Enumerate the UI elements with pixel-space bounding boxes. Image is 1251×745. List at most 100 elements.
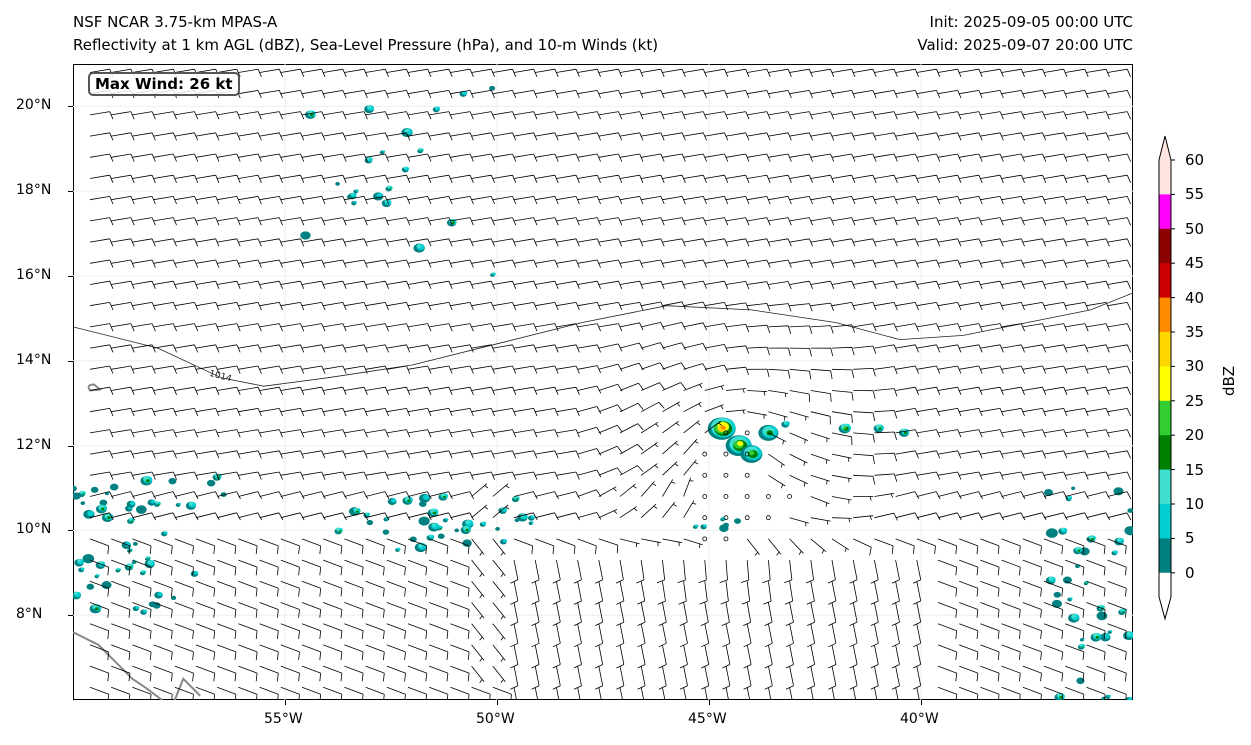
wind-barb [598,383,623,392]
wind-barb [853,111,877,120]
wind-barb [662,132,686,141]
calm-wind-circle [723,494,729,499]
wind-barb [1043,644,1064,661]
wind-barb [577,259,601,268]
wind-barb [195,602,216,618]
wind-barb [637,602,646,626]
wind-barb [747,196,771,205]
reflectivity-echo [107,516,111,520]
wind-barb [598,486,617,497]
wind-barb [662,280,686,289]
reflectivity-echo [80,501,86,505]
wind-barb [429,238,453,247]
wind-barb [874,452,898,462]
wind-barb [280,153,305,162]
wind-barb [513,408,538,417]
reflectivity-echo [157,503,160,506]
lat-tick-label: 8°N [16,606,43,623]
wind-barb [174,538,194,555]
wind-barb [722,644,731,669]
wind-barb [1086,665,1106,682]
lat-tick-label: 10°N [16,521,52,538]
reflectivity-echo [1044,488,1054,497]
wind-barb [344,153,368,162]
wind-barb [450,450,474,459]
wind-barb [916,386,941,395]
wind-barb [937,491,962,500]
wind-barb [492,90,517,99]
wind-barb [1107,302,1131,311]
wind-barb [1107,602,1127,618]
wind-barb [407,238,432,247]
wind-barb [619,362,644,371]
wind-barb [853,280,877,289]
wind-barb [195,623,216,639]
wind-barb [450,302,474,311]
wind-barb [365,665,385,682]
wind-barb [725,687,729,700]
wind-barb [1022,602,1042,618]
wind-barb [89,644,110,661]
wind-barb [513,196,538,205]
wind-barb [89,408,114,417]
wind-barb [1001,538,1021,555]
wind-barb [195,217,220,226]
wind-barb [174,429,199,438]
reflectivity-echo [391,498,397,503]
wind-barb [1086,323,1110,332]
wind-barb [1043,580,1064,597]
wind-barb [323,559,343,576]
reflectivity-echo [1079,643,1083,647]
wind-barb [1065,259,1089,268]
wind-barb [573,644,582,669]
wind-barb [471,483,489,497]
wind-barb [741,581,751,605]
wind-barb [743,666,752,690]
wind-barb [895,196,919,205]
wind-barb [195,559,216,576]
wind-barb [725,366,749,376]
wind-barb [217,471,241,480]
wind-barb [1086,238,1110,247]
wind-barb [1043,450,1068,459]
wind-barb [217,538,237,555]
wind-barb [662,153,686,162]
reflectivity-echo [132,541,138,546]
wind-barb [959,323,983,332]
wind-barb [874,410,898,419]
wind-barb [895,450,919,459]
lat-tick-label: 16°N [16,267,52,283]
map-canvas: 1014 [73,64,1133,700]
wind-barb [535,302,559,311]
wind-barb [980,471,1004,480]
wind-barb [1043,238,1068,247]
wind-barb [916,512,941,521]
wind-barb [1043,665,1064,682]
wind-barb [132,580,152,597]
wind-barb [535,386,559,395]
wind-barb [1065,217,1089,226]
wind-barb [344,174,368,183]
wind-barb [89,559,110,576]
reflectivity-echo [878,427,882,430]
wind-barb [789,196,813,205]
wind-barb [1043,623,1064,639]
wind-barb [407,686,428,700]
wind-barb [1065,471,1089,480]
wind-barb [407,280,432,289]
wind-barb [174,302,199,311]
wind-barb [174,686,194,700]
wind-barb [616,644,625,669]
wind-barb [556,68,580,77]
wind-barb [891,666,900,690]
wind-barb [619,402,644,413]
reflectivity-echo [721,516,724,519]
colorbar-segment [1159,366,1171,402]
wind-barb [531,581,540,605]
wind-barb [916,259,941,268]
wind-barb [595,623,604,648]
wind-barb [301,512,326,521]
wind-barb [937,512,962,521]
wind-barb [386,450,411,459]
wind-barb [450,408,474,417]
